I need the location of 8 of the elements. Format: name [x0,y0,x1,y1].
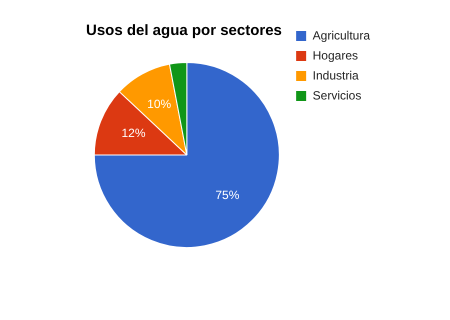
chart-title: Usos del agua por sectores [86,22,282,40]
legend-label: Hogares [312,48,358,62]
data-label: 10% [147,97,172,112]
data-label: 75% [215,188,240,202]
legend-label: Servicios [312,88,362,102]
data-label: 12% [121,126,146,140]
legend-label: Agricultura [312,28,370,42]
legend-label: Industria [312,68,359,82]
